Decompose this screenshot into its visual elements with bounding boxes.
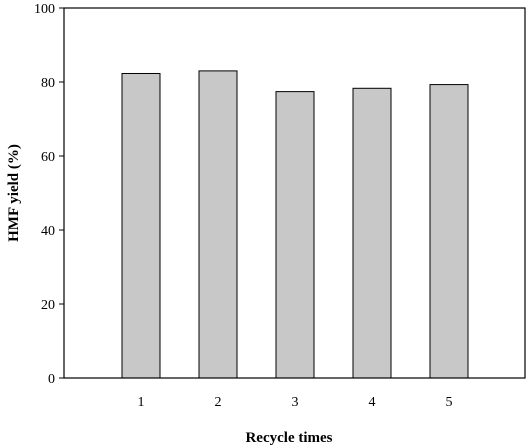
plot-frame <box>63 7 526 379</box>
bar-1 <box>121 72 161 379</box>
y-tick-label: 20 <box>41 298 55 313</box>
bar-2 <box>198 70 238 379</box>
y-tick-label: 100 <box>34 2 55 17</box>
x-tick-label: 3 <box>292 395 299 410</box>
y-tick-label: 40 <box>41 224 55 239</box>
bars <box>121 70 469 379</box>
x-tick-label: 4 <box>369 395 376 410</box>
x-axis-title: Recycle times <box>245 430 332 446</box>
x-tick-label: 5 <box>446 395 453 410</box>
x-tick-label: 1 <box>138 395 145 410</box>
x-tick-label: 2 <box>215 395 222 410</box>
y-tick-label: 60 <box>41 150 55 165</box>
bar-5 <box>429 84 469 379</box>
x-axis-ticks: 1 2 3 4 5 <box>138 395 453 410</box>
y-tick-label: 80 <box>41 76 55 91</box>
y-tick-label: 0 <box>48 372 55 387</box>
bar-4 <box>352 87 392 379</box>
bar-3 <box>275 91 315 379</box>
y-axis-title: HMF yield (%) <box>6 144 22 242</box>
y-axis-ticks: 0 20 40 60 80 100 <box>34 2 64 387</box>
